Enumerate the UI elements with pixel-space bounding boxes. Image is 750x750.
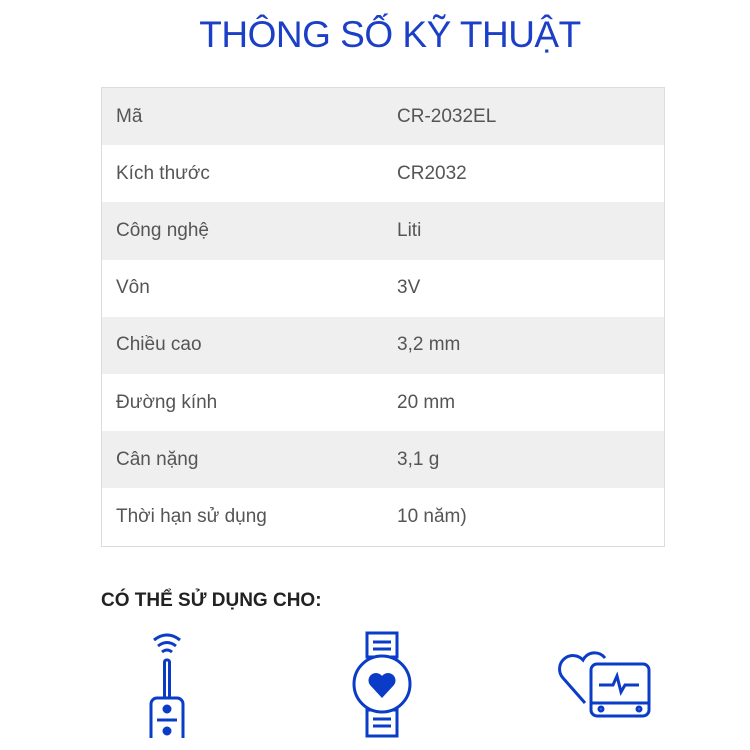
smartwatch-heart-icon [352, 631, 412, 738]
spec-row: Mã CR-2032EL [101, 87, 665, 146]
spec-value: 3,1 g [397, 448, 440, 470]
spec-row: Vôn 3V [102, 260, 665, 317]
spec-value: 10 năm) [397, 505, 467, 527]
usage-heading: CÓ THỂ SỬ DỤNG CHO: [101, 590, 322, 611]
spec-value: Liti [397, 219, 422, 241]
spec-label: Chiều cao [116, 334, 202, 356]
spec-label: Thời hạn sử dụng [116, 505, 267, 527]
heart-monitor-icon [558, 651, 651, 718]
spec-value: 3V [397, 277, 421, 299]
spec-row: Công nghệ Liti [101, 202, 665, 260]
spec-row: Chiều cao 3,2 mm [101, 316, 665, 374]
spec-row: Thời hạn sử dụng 10 năm) [102, 488, 665, 546]
spec-label: Vôn [116, 277, 150, 299]
spec-row: Đường kính 20 mm [102, 374, 665, 431]
spec-label: Mã [116, 105, 143, 127]
car-remote-icon [149, 633, 185, 738]
spec-value: CR-2032EL [397, 105, 497, 127]
spec-table: Mã CR-2032EL Kích thước CR2032 Công nghệ Liti… [101, 87, 665, 547]
spec-value: 20 mm [397, 391, 456, 413]
spec-label: Cân nặng [116, 448, 199, 470]
spec-label: Công nghệ [116, 219, 209, 241]
spec-label: Kích thước [116, 162, 210, 184]
spec-value: CR2032 [397, 162, 467, 184]
spec-value: 3,2 mm [397, 334, 461, 356]
spec-row: Cân nặng 3,1 g [101, 431, 665, 489]
spec-label: Đường kính [116, 391, 218, 413]
page-title: THÔNG SỐ KỸ THUẬT [199, 14, 581, 55]
spec-row: Kích thước CR2032 [102, 145, 665, 202]
